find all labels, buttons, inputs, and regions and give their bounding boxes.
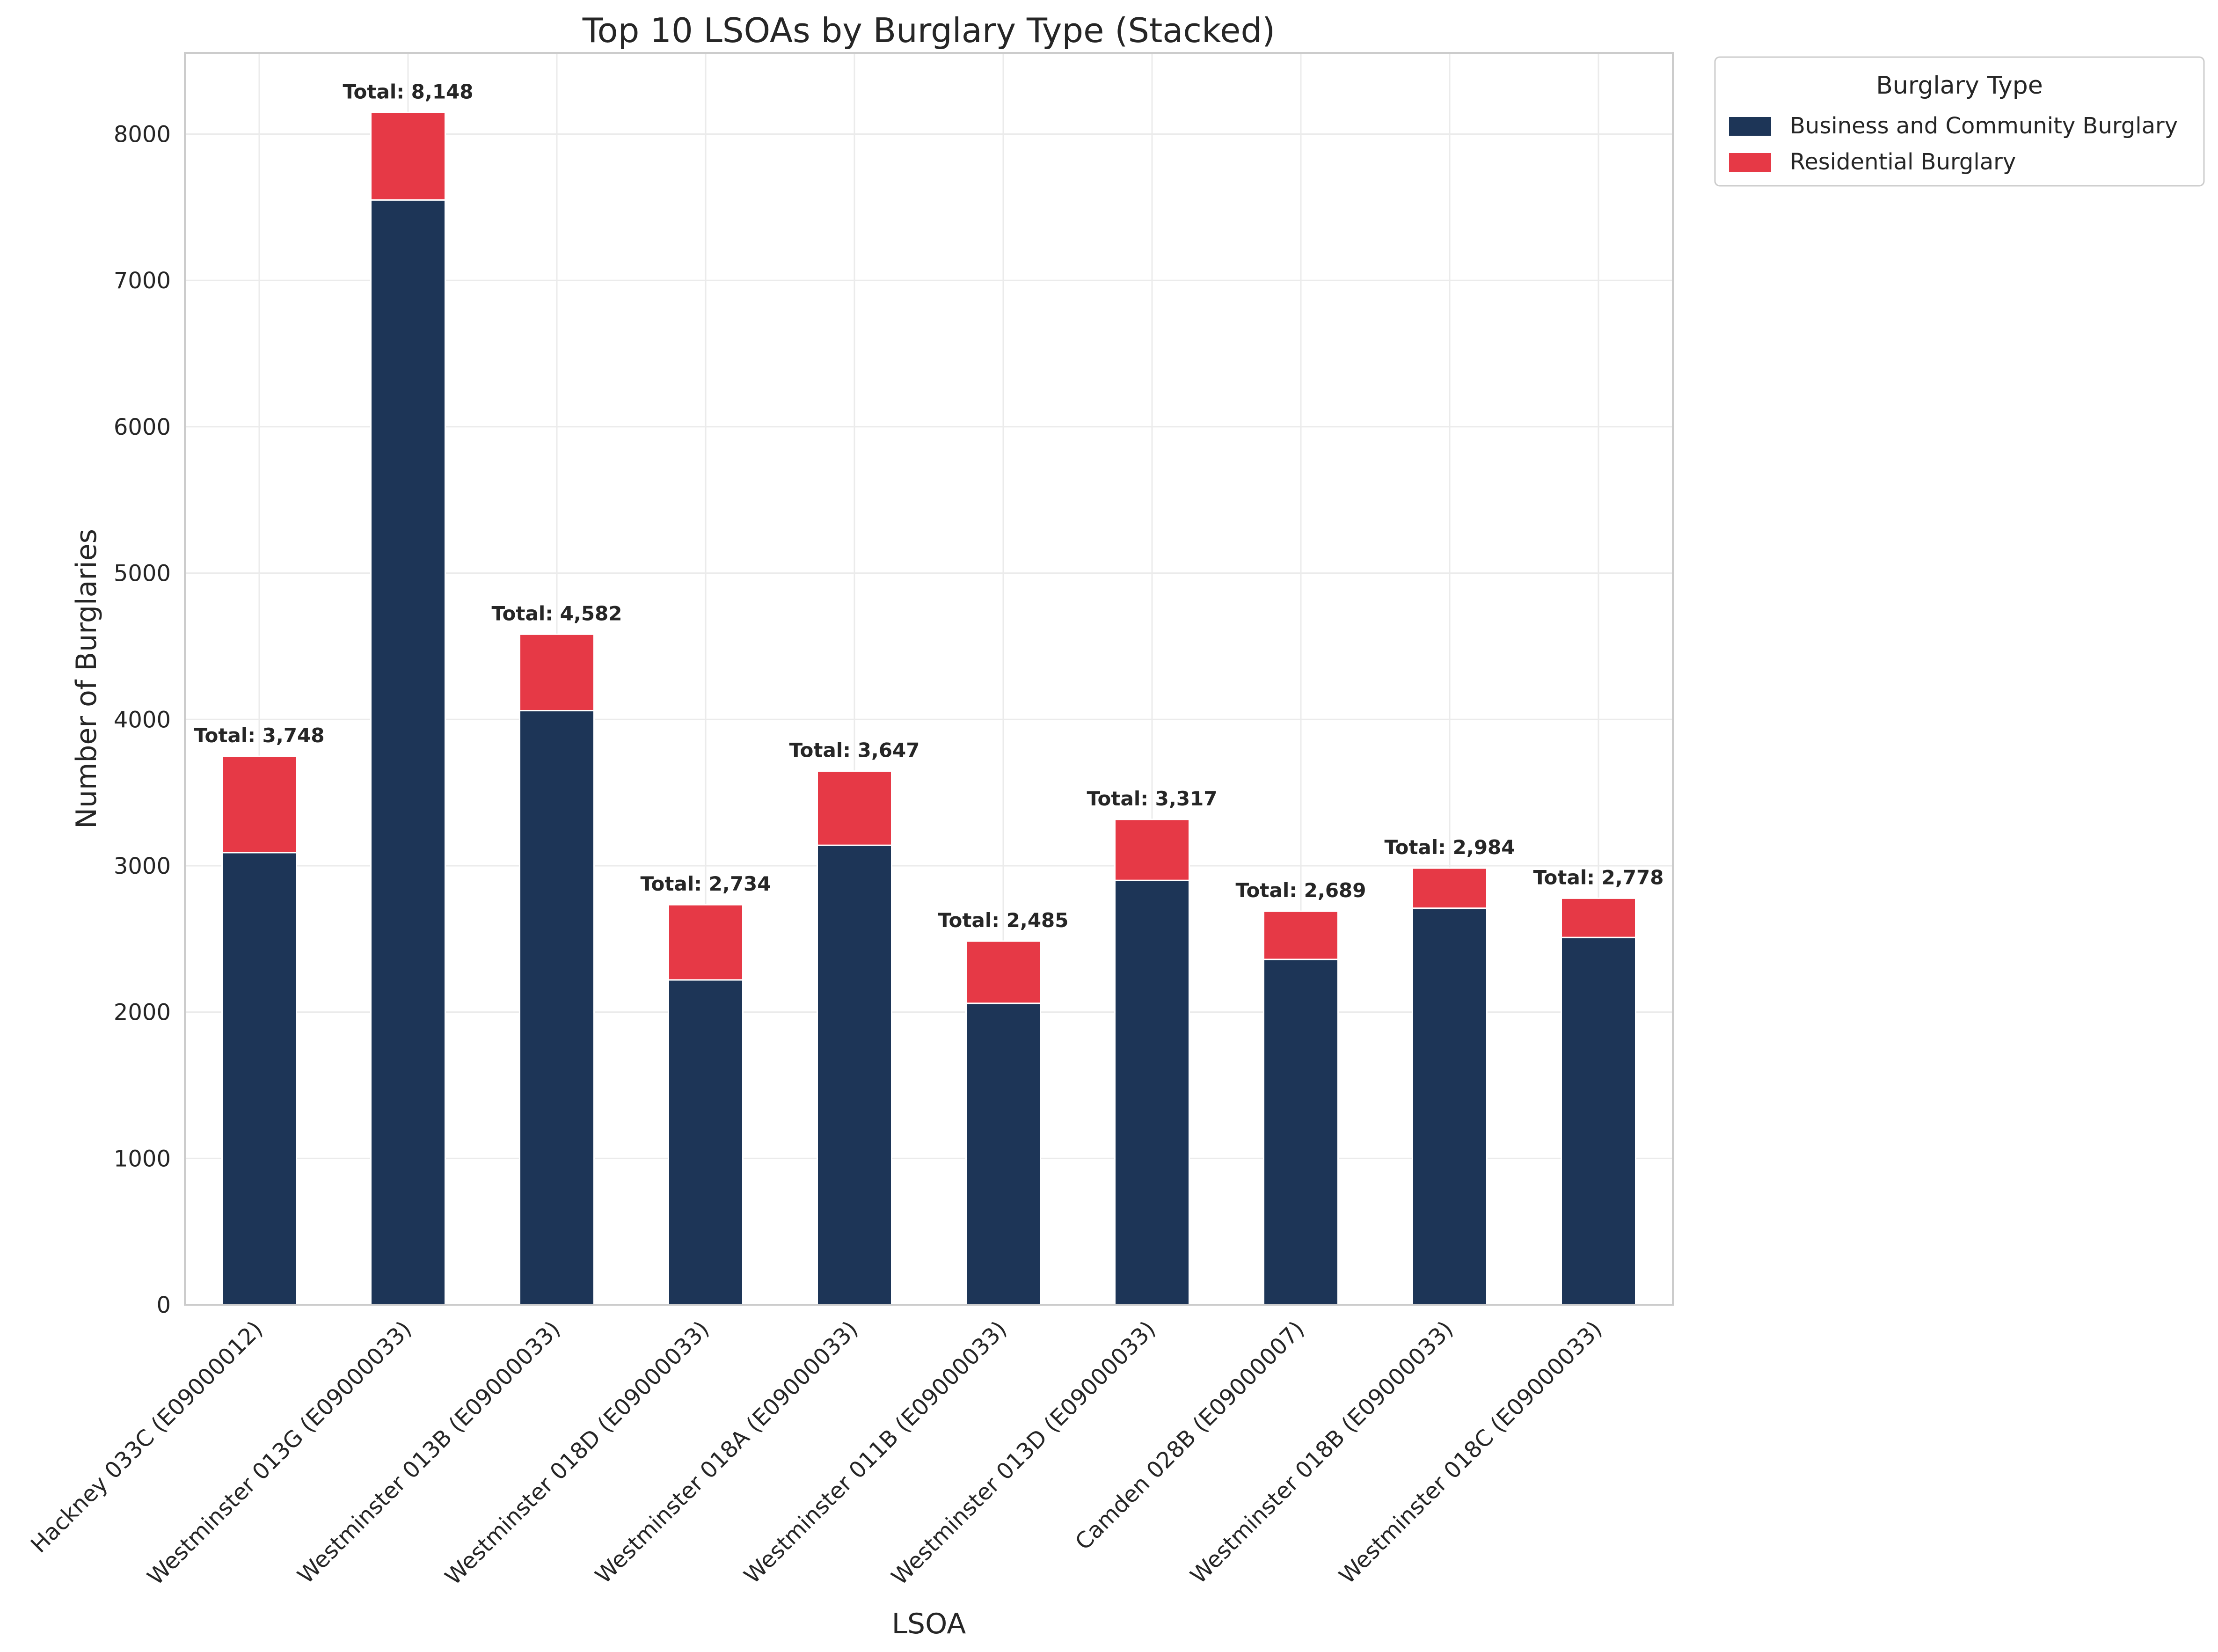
bar-business-segment <box>370 199 446 1306</box>
bar-business-segment <box>817 844 892 1306</box>
y-tick-label: 1000 <box>114 1146 171 1172</box>
bar-residential-segment <box>965 940 1041 1004</box>
y-tick-label: 4000 <box>114 707 171 733</box>
legend-swatch <box>1729 153 1771 172</box>
bar-residential-segment <box>519 633 595 712</box>
y-tick-label: 2000 <box>114 1000 171 1026</box>
chart-title: Top 10 LSOAs by Burglary Type (Stacked) <box>582 11 1275 50</box>
x-axis-ticks: Hackney 033C (E09000012)Westminster 013G… <box>26 1316 1607 1590</box>
x-tick-label: Westminster 018C (E09000033) <box>1334 1316 1607 1589</box>
total-labels: Total: 3,748 Total: 8,148 Total: 4,582 Tota… <box>194 80 1664 932</box>
y-tick-label: 0 <box>156 1292 171 1318</box>
bars <box>221 111 1636 1306</box>
y-axis-ticks: 0 1000 2000 3000 4000 5000 6000 7000 8000 <box>114 122 171 1318</box>
bar-residential-segment <box>1114 819 1190 881</box>
total-label: Total: 3,317 <box>1087 787 1217 810</box>
y-axis-label: Number of Burglaries <box>70 529 103 829</box>
total-label: Total: 4,582 <box>491 602 622 625</box>
total-label: Total: 2,778 <box>1533 866 1664 889</box>
bar-business-segment <box>1412 907 1488 1306</box>
bar-business-segment <box>519 710 595 1306</box>
legend-box <box>1714 56 2205 187</box>
x-tick-label: Hackney 033C (E09000012) <box>26 1316 268 1558</box>
bar-residential-segment <box>1263 910 1339 960</box>
total-label: Total: 2,984 <box>1384 836 1515 859</box>
total-label: Total: 3,748 <box>194 724 324 747</box>
bar-residential-segment <box>1561 897 1636 938</box>
bar-business-segment <box>1263 958 1339 1306</box>
plot-frame <box>184 52 1674 1306</box>
total-label: Total: 3,647 <box>789 739 919 762</box>
bar-residential-segment <box>668 904 744 981</box>
x-tick-label: Westminster 013D (E09000033) <box>886 1316 1160 1590</box>
total-label: Total: 2,689 <box>1235 879 1366 902</box>
bar-residential-segment <box>370 111 446 201</box>
bar-business-segment <box>1561 936 1636 1306</box>
bar-residential-segment <box>1412 867 1488 909</box>
total-label: Total: 8,148 <box>343 80 473 103</box>
y-tick-label: 6000 <box>114 414 171 440</box>
x-tick-label: Westminster 018D (E09000033) <box>440 1316 714 1590</box>
bar-business-segment <box>965 1002 1041 1306</box>
bar-residential-segment <box>817 770 892 846</box>
y-tick-label: 5000 <box>114 561 171 587</box>
x-axis-label: LSOA <box>892 1608 966 1640</box>
y-tick-label: 8000 <box>114 122 171 148</box>
legend-label: Residential Burglary <box>1790 149 2016 175</box>
bar-residential-segment <box>221 755 297 854</box>
legend-items: Business and Community Burglary Residenti… <box>1729 113 2178 175</box>
bar-business-segment <box>1114 879 1190 1306</box>
x-tick-label: Westminster 018A (E09000033) <box>590 1316 863 1589</box>
legend: Burglary Type Business and Community Bur… <box>1714 56 2205 187</box>
x-tick-label: Westminster 018B (E09000033) <box>1185 1316 1458 1589</box>
total-label: Total: 2,734 <box>640 872 771 895</box>
y-tick-label: 3000 <box>114 853 171 879</box>
total-label: Total: 2,485 <box>938 909 1068 932</box>
x-tick-label: Westminster 013G (E09000033) <box>142 1316 416 1590</box>
y-tick-label: 7000 <box>114 268 171 294</box>
x-tick-label: Westminster 011B (E09000033) <box>739 1316 1012 1589</box>
bar-business-segment <box>668 979 744 1306</box>
legend-title: Burglary Type <box>1876 72 2043 100</box>
x-tick-label: Westminster 013B (E09000033) <box>292 1316 565 1589</box>
bar-business-segment <box>221 852 297 1306</box>
legend-label: Business and Community Burglary <box>1790 113 2178 139</box>
legend-swatch <box>1729 117 1771 136</box>
